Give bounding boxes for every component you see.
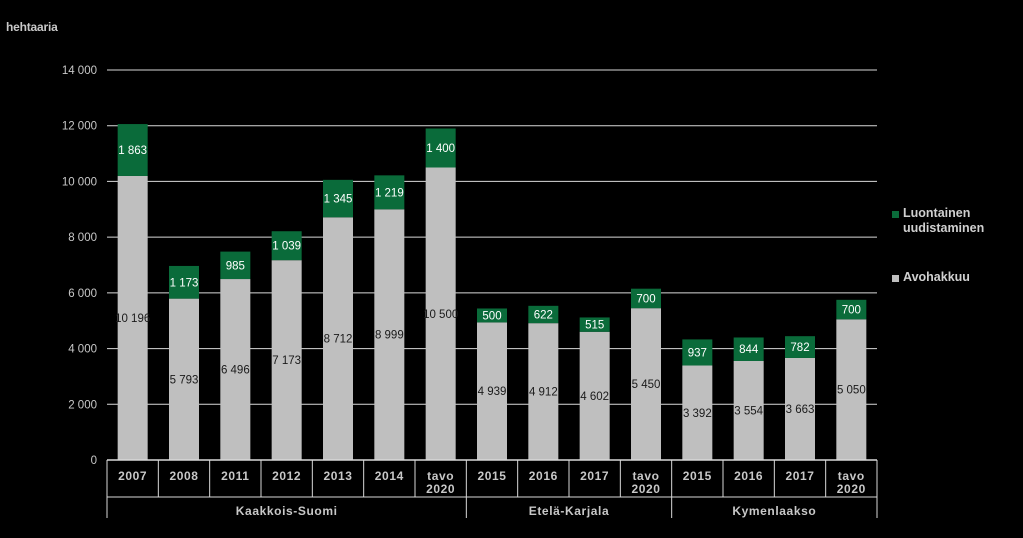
legend-label-luontainen: Luontainen uudistaminen [903,206,985,235]
data-label-avohakkuu: 7 173 [272,355,301,367]
data-label-avohakkuu: 5 050 [837,385,866,397]
data-label-avohakkuu: 3 663 [786,404,815,416]
legend-item-luontainen: Luontainen uudistaminen [892,206,1017,236]
y-tick-label: 8 000 [68,232,97,244]
data-label-luontainen: 782 [790,342,809,354]
bar-avohakkuu [220,279,251,460]
legend: Luontainen uudistaminen Avohakkuu [892,206,1017,319]
data-label-luontainen: 700 [636,293,655,305]
data-label-avohakkuu: 10 500 [423,309,458,321]
x-tick-label: 2017 [785,469,814,483]
data-label-luontainen: 1 345 [324,194,353,206]
data-label-luontainen: 1 039 [272,241,301,253]
data-label-avohakkuu: 4 602 [580,391,609,403]
x-tick-label: 2015 [477,469,506,483]
x-tick-label: tavo [632,469,659,483]
data-label-luontainen: 515 [585,320,604,332]
y-tick-label: 12 000 [62,121,97,133]
y-tick-label: 2 000 [68,399,97,411]
data-label-luontainen: 622 [534,310,553,322]
data-label-luontainen: 844 [739,344,759,356]
x-tick-label: 2011 [221,469,249,483]
bar-avohakkuu [117,175,148,460]
data-label-avohakkuu: 5 450 [632,379,661,391]
x-tick-label: 2008 [169,469,198,483]
bar-luontainen [631,288,661,309]
data-label-luontainen: 1 219 [375,187,404,199]
bar-luontainen [579,317,610,332]
bar-avohakkuu [836,319,867,460]
data-label-avohakkuu: 4 912 [529,387,558,399]
data-label-avohakkuu: 3 554 [734,405,763,417]
x-tick-label: 2020 [426,482,455,496]
bar-avohakkuu [374,209,405,460]
bar-luontainen [117,124,148,176]
bar-avohakkuu [271,260,302,460]
x-tick-label: 2020 [631,482,660,496]
bar-luontainen [682,339,713,366]
x-tick-label: 2016 [734,469,763,483]
data-label-avohakkuu: 5 793 [170,374,199,386]
data-label-luontainen: 1 173 [170,277,199,289]
data-label-luontainen: 500 [482,310,501,322]
data-label-luontainen: 1 400 [426,143,455,155]
bar-avohakkuu [733,360,764,460]
bar-avohakkuu [425,167,456,460]
data-label-luontainen: 937 [688,347,707,359]
group-label: Kaakkois-Suomi [236,504,338,518]
legend-swatch-avohakkuu [892,275,899,282]
y-tick-label: 6 000 [68,288,97,300]
x-tick-label: 2020 [837,482,866,496]
data-label-luontainen: 1 863 [118,145,147,157]
bar-luontainen [169,265,199,299]
x-tick-label: 2013 [323,469,352,483]
x-tick-label: 2014 [375,469,404,483]
bar-luontainen [477,308,507,323]
legend-label-avohakkuu: Avohakkuu [903,270,970,284]
bar-luontainen [374,175,405,210]
x-tick-label: tavo [838,469,865,483]
bar-luontainen [220,251,251,280]
x-tick-label: 2015 [683,469,712,483]
bar-avohakkuu [323,217,353,460]
y-tick-label: 10 000 [62,176,97,188]
group-label: Etelä-Karjala [529,504,610,518]
data-label-avohakkuu: 8 712 [324,334,353,346]
x-tick-label: 2016 [529,469,558,483]
x-tick-label: 2007 [118,469,147,483]
y-axis-unit-label: hehtaaria [6,20,58,34]
x-tick-label: tavo [427,469,454,483]
bar-luontainen [425,128,456,168]
bar-avohakkuu [528,323,559,460]
data-label-avohakkuu: 4 939 [478,386,507,398]
bar-luontainen [271,231,302,261]
data-label-luontainen: 700 [842,305,861,317]
bar-avohakkuu [682,365,713,460]
y-tick-label: 14 000 [62,65,97,77]
bar-luontainen [528,305,559,324]
bar-luontainen [733,337,764,361]
data-label-luontainen: 985 [226,260,245,272]
bar-luontainen [785,336,815,358]
x-tick-label: 2012 [272,469,301,483]
legend-item-avohakkuu: Avohakkuu [892,270,1017,285]
bar-avohakkuu [579,331,610,460]
bar-luontainen [323,179,353,218]
y-tick-label: 4 000 [68,344,97,356]
data-label-avohakkuu: 10 196 [115,313,150,325]
legend-swatch-luontainen [892,211,899,218]
bar-avohakkuu [477,322,507,460]
bar-luontainen [836,299,867,320]
bar-avohakkuu [169,298,199,460]
data-label-avohakkuu: 3 392 [683,408,712,420]
group-label: Kymenlaakso [732,504,816,518]
y-tick-label: 0 [91,455,97,467]
x-tick-label: 2017 [580,469,609,483]
bar-avohakkuu [631,308,661,460]
data-label-avohakkuu: 8 999 [375,330,404,342]
data-label-avohakkuu: 6 496 [221,365,250,377]
bar-avohakkuu [785,357,815,460]
